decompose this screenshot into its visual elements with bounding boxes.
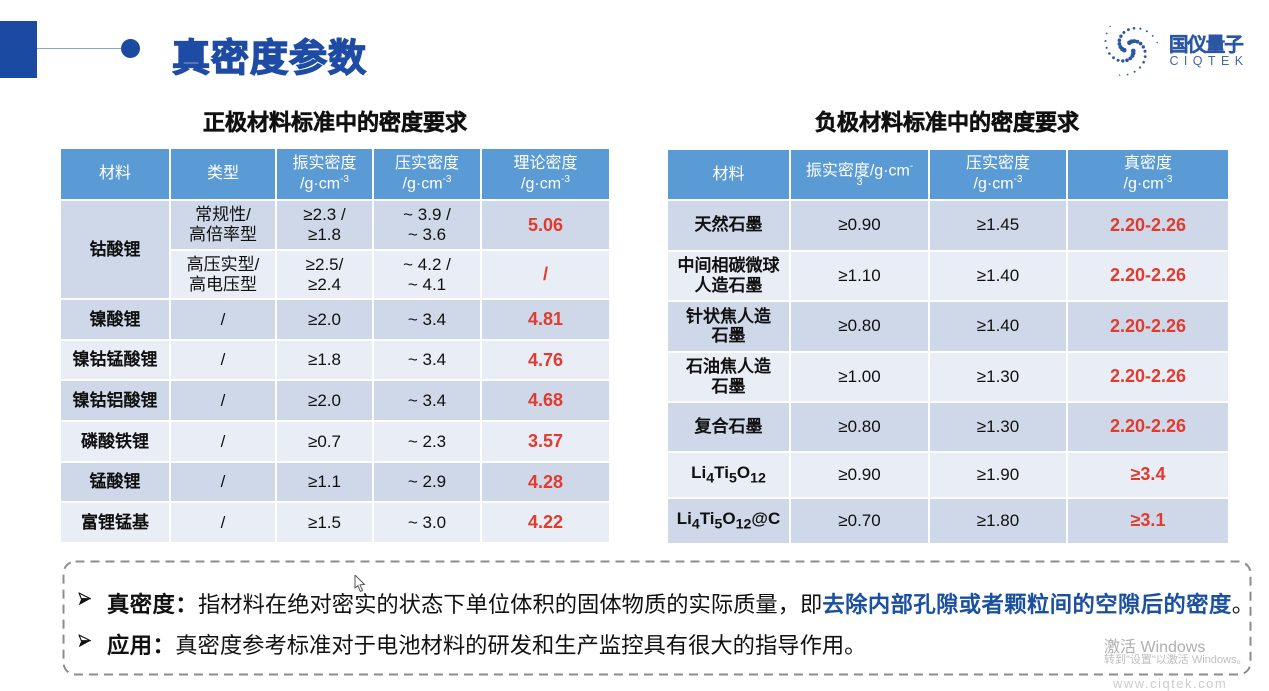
svg-text:CIQTEK: CIQTEK [1170,54,1249,68]
svg-text:国仪量子: 国仪量子 [1169,34,1243,56]
